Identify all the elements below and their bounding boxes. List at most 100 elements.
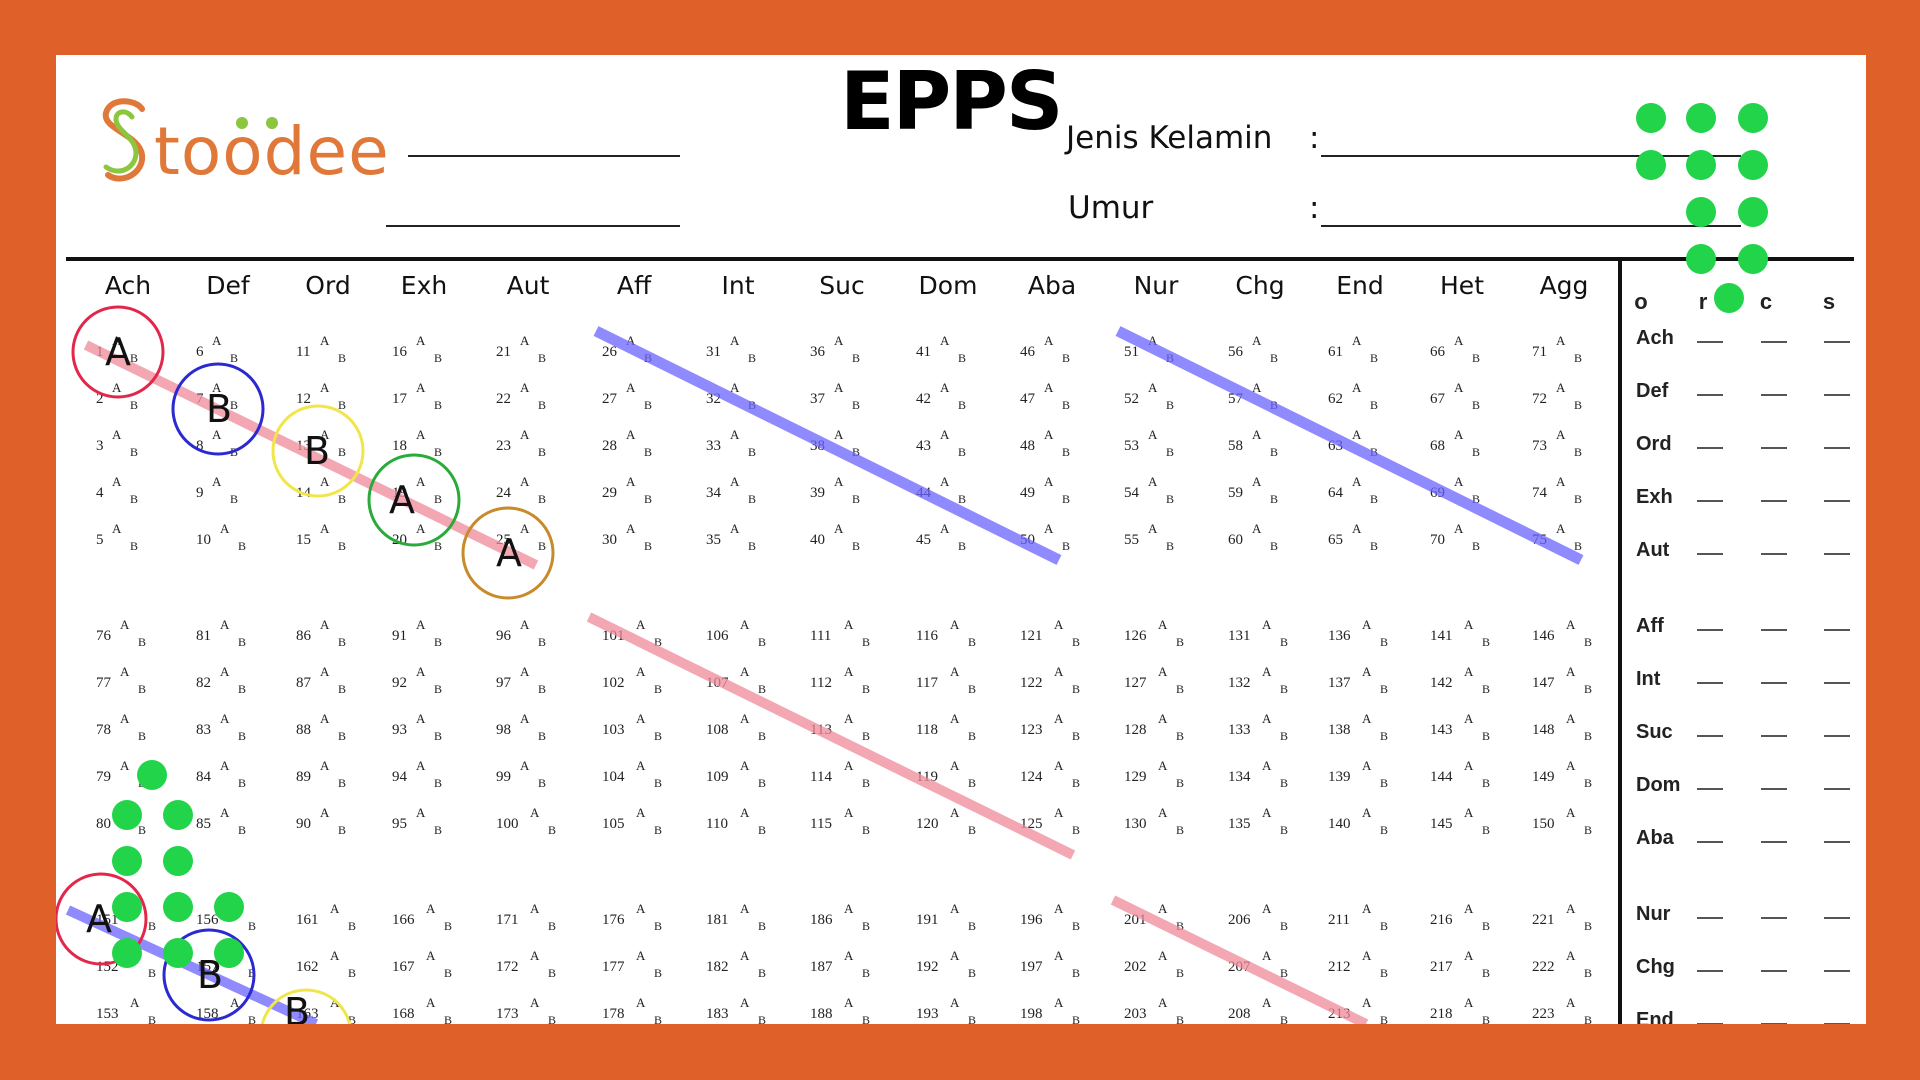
option-a[interactable]: A	[1352, 333, 1362, 348]
option-b[interactable]: B	[1574, 539, 1583, 553]
option-a[interactable]: A	[416, 427, 426, 442]
option-a[interactable]: A	[112, 521, 122, 536]
item-97[interactable]: 97 A B	[496, 664, 546, 696]
option-b[interactable]: B	[130, 492, 139, 506]
option-b[interactable]: B	[1270, 445, 1279, 459]
option-b[interactable]: B	[138, 682, 147, 696]
item-143[interactable]: 143 A B	[1430, 711, 1490, 743]
option-b[interactable]: B	[1472, 351, 1481, 365]
item-64[interactable]: 64 A B	[1328, 474, 1378, 506]
score-blank[interactable]	[1697, 553, 1723, 555]
option-b[interactable]: B	[862, 729, 871, 743]
option-a[interactable]: A	[416, 474, 426, 489]
option-a[interactable]: A	[130, 995, 140, 1010]
option-a[interactable]: A	[740, 758, 750, 773]
item-122[interactable]: 122 A B	[1020, 664, 1080, 696]
option-a[interactable]: A	[1352, 521, 1362, 536]
option-a[interactable]: A	[330, 901, 340, 916]
option-b[interactable]: B	[148, 919, 157, 933]
item-85[interactable]: 85 A B	[196, 805, 246, 837]
option-a[interactable]: A	[730, 380, 740, 395]
option-b[interactable]: B	[338, 776, 347, 790]
option-a[interactable]: A	[940, 521, 950, 536]
item-82[interactable]: 82 A B	[196, 664, 246, 696]
option-a[interactable]: A	[320, 521, 330, 536]
item-59[interactable]: 59 A B	[1228, 474, 1278, 506]
item-186[interactable]: 186 A B	[810, 901, 870, 933]
option-a[interactable]: A	[740, 711, 750, 726]
option-a[interactable]: A	[520, 617, 530, 632]
option-a[interactable]: A	[1158, 901, 1168, 916]
option-b[interactable]: B	[444, 919, 453, 933]
option-b[interactable]: B	[1072, 682, 1081, 696]
option-b[interactable]: B	[538, 776, 547, 790]
option-b[interactable]: B	[138, 823, 147, 837]
item-74[interactable]: 74 A B	[1532, 474, 1582, 506]
option-a[interactable]: A	[220, 521, 230, 536]
score-blank[interactable]	[1697, 500, 1723, 502]
option-a[interactable]: A	[1044, 427, 1054, 442]
option-b[interactable]: B	[1482, 919, 1491, 933]
option-a[interactable]: A	[1054, 901, 1064, 916]
option-b[interactable]: B	[130, 539, 139, 553]
option-b[interactable]: B	[758, 682, 767, 696]
item-55[interactable]: 55 A B	[1124, 521, 1174, 553]
option-a[interactable]: A	[320, 617, 330, 632]
item-21[interactable]: 21 A B	[496, 333, 546, 365]
option-a[interactable]: A	[520, 758, 530, 773]
item-90[interactable]: 90 A B	[296, 805, 346, 837]
option-a[interactable]: A	[212, 427, 222, 442]
option-b[interactable]: B	[338, 729, 347, 743]
option-a[interactable]: A	[416, 758, 426, 773]
option-a[interactable]: A	[530, 995, 540, 1010]
option-b[interactable]: B	[1176, 635, 1185, 649]
item-208[interactable]: 208 A B	[1228, 995, 1288, 1024]
item-168[interactable]: 168 A B	[392, 995, 452, 1024]
option-b[interactable]: B	[1574, 398, 1583, 412]
option-a[interactable]: A	[1566, 948, 1576, 963]
option-a[interactable]: A	[416, 333, 426, 348]
option-a[interactable]: A	[844, 664, 854, 679]
option-a[interactable]: A	[1362, 617, 1372, 632]
item-144[interactable]: 144 A B	[1430, 758, 1490, 790]
option-b[interactable]: B	[1482, 823, 1491, 837]
option-a[interactable]: A	[212, 380, 222, 395]
item-161[interactable]: 161 A B	[296, 901, 356, 933]
item-112[interactable]: 112 A B	[810, 664, 870, 696]
score-blank[interactable]	[1697, 970, 1723, 972]
option-a[interactable]: A	[330, 995, 340, 1010]
option-b[interactable]: B	[248, 966, 257, 980]
option-a[interactable]: A	[416, 711, 426, 726]
option-b[interactable]: B	[248, 919, 257, 933]
item-173[interactable]: 173 A B	[496, 995, 556, 1024]
option-a[interactable]: A	[844, 758, 854, 773]
option-b[interactable]: B	[238, 682, 247, 696]
option-a[interactable]: A	[1044, 333, 1054, 348]
option-b[interactable]: B	[852, 398, 861, 412]
option-a[interactable]: A	[520, 711, 530, 726]
option-b[interactable]: B	[434, 682, 443, 696]
option-a[interactable]: A	[1148, 333, 1158, 348]
option-b[interactable]: B	[758, 823, 767, 837]
option-a[interactable]: A	[844, 995, 854, 1010]
option-b[interactable]: B	[538, 539, 547, 553]
item-153[interactable]: 153 A B	[96, 995, 156, 1024]
item-136[interactable]: 136 A B	[1328, 617, 1388, 649]
option-a[interactable]: A	[626, 521, 636, 536]
option-a[interactable]: A	[834, 427, 844, 442]
option-b[interactable]: B	[238, 823, 247, 837]
option-b[interactable]: B	[1380, 635, 1389, 649]
option-b[interactable]: B	[1270, 492, 1279, 506]
option-a[interactable]: A	[636, 711, 646, 726]
score-blank[interactable]	[1824, 500, 1850, 502]
item-92[interactable]: 92 A B	[392, 664, 442, 696]
option-a[interactable]: A	[1252, 427, 1262, 442]
item-48[interactable]: 48 A B	[1020, 427, 1070, 459]
option-b[interactable]: B	[1380, 919, 1389, 933]
item-172[interactable]: 172 A B	[496, 948, 556, 980]
option-a[interactable]: A	[1362, 758, 1372, 773]
item-126[interactable]: 126 A B	[1124, 617, 1184, 649]
option-b[interactable]: B	[1166, 539, 1175, 553]
option-a[interactable]: A	[120, 664, 130, 679]
